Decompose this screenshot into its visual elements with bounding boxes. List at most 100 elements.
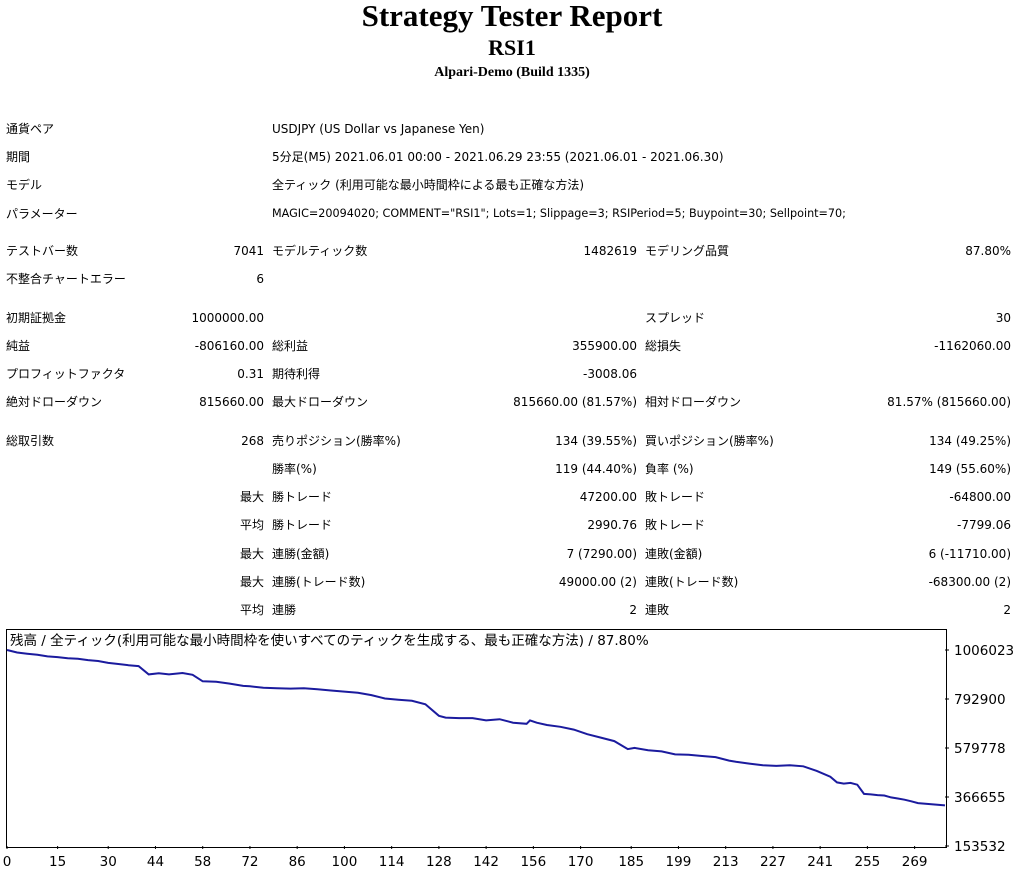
x-tick-label: 156: [520, 854, 546, 870]
long-positions-label: 買いポジション(勝率%): [645, 434, 774, 448]
gross-loss-label: 総損失: [645, 339, 682, 353]
ticks-label: モデルティック数: [272, 244, 368, 258]
symbol-label: 通貨ペア: [6, 122, 55, 136]
max-consec-lossamt-label: 連敗(トレード数): [645, 575, 739, 589]
model-value: 全ティック (利用可能な最小時間枠による最も正確な方法): [272, 178, 585, 192]
x-tick-label: 185: [618, 854, 644, 870]
quality-value: 87.80%: [965, 244, 1011, 258]
mismatch-label: 不整合チャートエラー: [6, 272, 126, 286]
win-rate-label: 勝率(%): [272, 462, 317, 476]
gross-profit-label: 総利益: [272, 339, 309, 353]
x-tick-label: 227: [760, 854, 786, 870]
max-drawdown-label: 最大ドローダウン: [272, 395, 369, 409]
profit-factor-value: 0.31: [237, 367, 264, 381]
max-consec-prefix: 最大: [239, 547, 264, 561]
net-profit-label: 純益: [6, 339, 31, 353]
average-prefix: 平均: [239, 518, 264, 532]
x-tick-label: 0: [3, 854, 12, 870]
profit-factor-label: プロフィットファクタ: [6, 367, 126, 381]
total-trades-value: 268: [241, 434, 264, 448]
largest-prefix: 最大: [239, 490, 264, 504]
x-tick-label: 255: [855, 854, 881, 870]
gross-profit-value: 355900.00: [572, 339, 637, 353]
expected-payoff-label: 期待利得: [272, 367, 321, 381]
deposit-value: 1000000.00: [191, 311, 264, 325]
x-tick-label: 114: [379, 854, 405, 870]
x-tick-label: 170: [568, 854, 594, 870]
average-win-value: 2990.76: [587, 518, 637, 532]
max-consec-losses-label: 連敗(金額): [645, 547, 703, 561]
avg-consec-losses-label: 連敗: [645, 603, 670, 617]
y-tick-label: 153532: [954, 839, 1006, 855]
x-tick-label: 86: [289, 854, 306, 870]
max-consec2-prefix: 最大: [239, 575, 264, 589]
server-build: Alpari-Demo (Build 1335): [434, 65, 590, 80]
period-label: 期間: [6, 150, 31, 164]
deposit-label: 初期証拠金: [6, 311, 67, 325]
largest-loss-label: 敗トレード: [645, 490, 706, 504]
long-positions-value: 134 (49.25%): [929, 434, 1011, 448]
short-positions-value: 134 (39.55%): [555, 434, 637, 448]
loss-rate-label: 負率 (%): [645, 462, 694, 476]
largest-loss-value: -64800.00: [949, 490, 1011, 504]
period-value: 5分足(M5) 2021.06.01 00:00 - 2021.06.29 23…: [272, 150, 724, 164]
largest-win-value: 47200.00: [579, 490, 637, 504]
rel-drawdown-label: 相対ドローダウン: [645, 395, 742, 409]
rel-drawdown-value: 81.57% (815660.00): [887, 395, 1011, 409]
max-consec-profit-label: 連勝(トレード数): [272, 575, 366, 589]
x-tick-label: 213: [713, 854, 739, 870]
average-loss-label: 敗トレード: [645, 518, 706, 532]
abs-drawdown-value: 815660.00: [199, 395, 264, 409]
abs-drawdown-label: 絶対ドローダウン: [6, 395, 103, 409]
params-label: パラメーター: [6, 207, 78, 221]
x-tick-label: 199: [666, 854, 692, 870]
mismatch-value: 6: [256, 272, 264, 286]
expected-payoff-value: -3008.06: [583, 367, 637, 381]
spread-value: 30: [995, 311, 1011, 325]
symbol-value: USDJPY (US Dollar vs Japanese Yen): [272, 122, 485, 136]
x-tick-label: 100: [332, 854, 358, 870]
net-profit-value: -806160.00: [194, 339, 264, 353]
max-drawdown-value: 815660.00 (81.57%): [513, 395, 637, 409]
ticks-value: 1482619: [583, 244, 637, 258]
balance-chart-frame: [6, 629, 947, 848]
max-consec-profit-value: 49000.00 (2): [558, 575, 637, 589]
avg-consec-wins-value: 2: [629, 603, 637, 617]
avg-consec-prefix: 平均: [239, 603, 264, 617]
loss-rate-value: 149 (55.60%): [929, 462, 1011, 476]
largest-win-label: 勝トレード: [272, 490, 333, 504]
params-value: MAGIC=20094020; COMMENT="RSI1"; Lots=1; …: [272, 207, 846, 220]
x-tick-label: 142: [473, 854, 499, 870]
chart-caption: 残高 / 全ティック(利用可能な最小時間枠を使いすべてのティックを生成する、最も…: [10, 633, 649, 649]
y-tick-label: 366655: [954, 790, 1006, 806]
x-tick-label: 128: [426, 854, 452, 870]
average-win-label: 勝トレード: [272, 518, 333, 532]
x-tick-label: 58: [194, 854, 211, 870]
y-tick-label: 1006023: [954, 643, 1014, 659]
win-rate-value: 119 (44.40%): [555, 462, 637, 476]
average-loss-value: -7799.06: [957, 518, 1011, 532]
balance-line: [6, 649, 946, 807]
total-trades-label: 総取引数: [6, 434, 55, 448]
y-tick-label: 792900: [954, 692, 1006, 708]
gross-loss-value: -1162060.00: [934, 339, 1011, 353]
report-title: Strategy Tester Report: [361, 0, 663, 33]
bars-value: 7041: [233, 244, 264, 258]
expert-name: RSI1: [488, 35, 536, 60]
x-tick-label: 30: [100, 854, 117, 870]
max-consec-wins-value: 7 (7290.00): [566, 547, 637, 561]
max-consec-wins-label: 連勝(金額): [272, 547, 330, 561]
x-tick-label: 15: [49, 854, 66, 870]
x-tick-label: 72: [241, 854, 258, 870]
max-consec-losses-value: 6 (-11710.00): [928, 547, 1011, 561]
x-tick-label: 241: [807, 854, 833, 870]
y-tick-label: 579778: [954, 741, 1006, 757]
avg-consec-wins-label: 連勝: [272, 603, 297, 617]
short-positions-label: 売りポジション(勝率%): [272, 434, 401, 448]
spread-label: スプレッド: [645, 311, 706, 325]
bars-label: テストバー数: [6, 244, 79, 258]
quality-label: モデリング品質: [645, 244, 730, 258]
x-tick-label: 269: [902, 854, 928, 870]
avg-consec-losses-value: 2: [1003, 603, 1011, 617]
